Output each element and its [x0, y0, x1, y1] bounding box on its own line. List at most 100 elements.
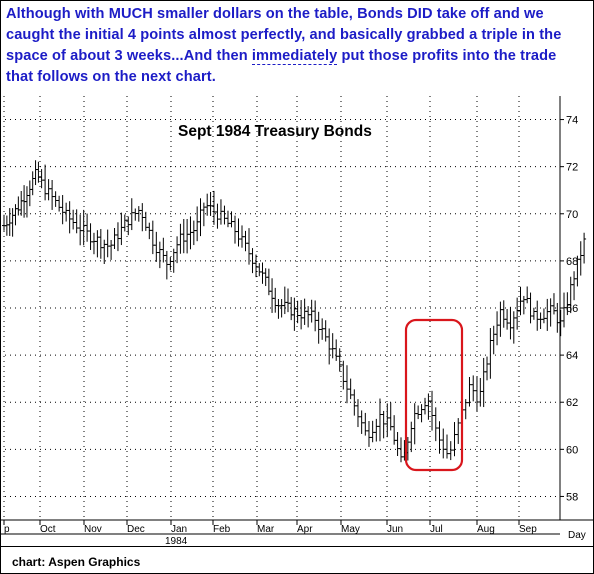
x-tick-label-2: Nov	[84, 524, 102, 535]
price-bar-114	[388, 402, 393, 431]
price-bar-133	[456, 418, 461, 444]
price-bar-69	[232, 215, 237, 244]
price-bar-50	[168, 257, 173, 271]
price-bar-124	[422, 397, 427, 415]
price-bar-128	[437, 421, 442, 454]
price-bar-52	[175, 236, 180, 264]
price-bar-37	[122, 214, 127, 232]
price-chart: 58 60 62 64 66 68 70 72 74 p Oct Nov Dec Jan Feb Mar Ap…	[0, 96, 594, 546]
price-bar-93	[313, 300, 318, 332]
price-bar-16	[50, 180, 55, 210]
price-bar-62	[208, 191, 213, 216]
price-bar-117	[399, 437, 404, 463]
price-bar-106	[359, 410, 364, 434]
price-bar-159	[545, 298, 550, 331]
price-bar-36	[119, 212, 124, 246]
price-bar-2	[7, 208, 12, 236]
price-bar-30	[98, 228, 103, 259]
price-bar-98	[330, 333, 335, 359]
price-bar-99	[334, 339, 339, 361]
price-bar-65	[218, 199, 223, 225]
x-tick-label-6: Mar	[257, 524, 275, 535]
x-tick-label-10: Jul	[430, 524, 443, 535]
price-bar-90	[302, 298, 307, 325]
price-bar-158	[541, 308, 546, 324]
price-bar-53	[178, 223, 183, 254]
x-tick-label-12: Sep	[519, 524, 537, 535]
price-bar-55	[185, 219, 190, 254]
y-tick-label-8: 74	[566, 115, 578, 127]
price-bar-127	[433, 407, 438, 442]
price-bar-163	[558, 309, 563, 337]
price-bar-155	[531, 307, 536, 320]
price-bar-129	[441, 428, 446, 459]
price-bar-29	[95, 230, 100, 258]
price-bar-170	[582, 232, 587, 264]
y-axis: 58 60 62 64 66 68 70 72 74	[560, 115, 578, 503]
price-bar-27	[88, 223, 93, 250]
price-bar-75	[254, 254, 259, 278]
annotation-part-1: Although with MUCH smaller dollars on th…	[6, 6, 562, 64]
x-axis: p Oct Nov Dec Jan Feb Mar Apr May Jun Jul Aug Sep	[3, 520, 537, 535]
price-bar-8	[24, 186, 29, 218]
y-tick-label-6: 70	[566, 209, 578, 221]
price-bar-109	[370, 420, 375, 443]
price-bar-38	[126, 216, 131, 236]
price-bar-71	[240, 225, 245, 248]
price-bar-147	[505, 309, 510, 330]
price-bar-14	[43, 164, 48, 201]
price-bar-49	[164, 250, 169, 280]
price-bar-32	[105, 229, 110, 258]
price-bar-46	[154, 231, 159, 262]
price-bar-47	[157, 241, 162, 269]
price-bar-21	[67, 201, 72, 234]
highlight-box	[404, 318, 464, 472]
price-bar-85	[286, 288, 290, 313]
price-bar-88	[295, 300, 300, 324]
price-bar-33	[109, 240, 114, 260]
x-tick-label-3: Dec	[127, 524, 145, 535]
y-tick-label-7: 72	[566, 162, 578, 174]
price-bar-136	[467, 377, 472, 407]
price-bar-48	[161, 237, 166, 263]
price-bar-108	[366, 421, 371, 447]
x-tick-label-0: p	[4, 524, 10, 535]
price-bar-28	[91, 232, 96, 255]
annotation-underlined-word: immediately	[251, 48, 338, 65]
price-bar-115	[392, 415, 397, 445]
price-bar-23	[74, 209, 79, 234]
price-bar-138	[474, 376, 479, 412]
price-bar-58	[195, 206, 200, 242]
price-bar-110	[374, 418, 379, 442]
price-bar-57	[191, 220, 196, 246]
price-bar-43	[143, 211, 148, 231]
x-tick-label-4: Jan	[171, 524, 187, 535]
price-bar-20	[64, 202, 69, 222]
price-bar-121	[412, 403, 417, 445]
price-bar-92	[309, 299, 314, 323]
price-bar-122	[416, 405, 421, 420]
price-bar-135	[463, 399, 468, 420]
price-bar-22	[71, 209, 76, 230]
price-bar-26	[85, 213, 90, 242]
x-tick-label-7: Apr	[297, 524, 313, 535]
price-bar-152	[521, 295, 526, 315]
price-bar-150	[515, 297, 520, 330]
price-bar-144	[495, 311, 500, 346]
price-bar-105	[355, 399, 360, 428]
price-bar-60	[201, 202, 206, 227]
price-bar-97	[327, 328, 332, 365]
x-tick-label-8: May	[341, 524, 360, 535]
price-bar-12	[36, 161, 41, 183]
price-bar-70	[236, 218, 241, 247]
price-bar-19	[60, 195, 65, 225]
price-bar-25	[81, 209, 86, 246]
price-bar-94	[316, 311, 321, 344]
price-bar-132	[452, 422, 457, 457]
price-bar-81	[273, 287, 278, 313]
chart-title: Sept 1984 Treasury Bonds	[178, 123, 372, 140]
price-bar-130	[445, 434, 450, 459]
price-bar-42	[140, 203, 145, 232]
price-bar-146	[501, 300, 506, 328]
price-bar-72	[243, 230, 248, 252]
